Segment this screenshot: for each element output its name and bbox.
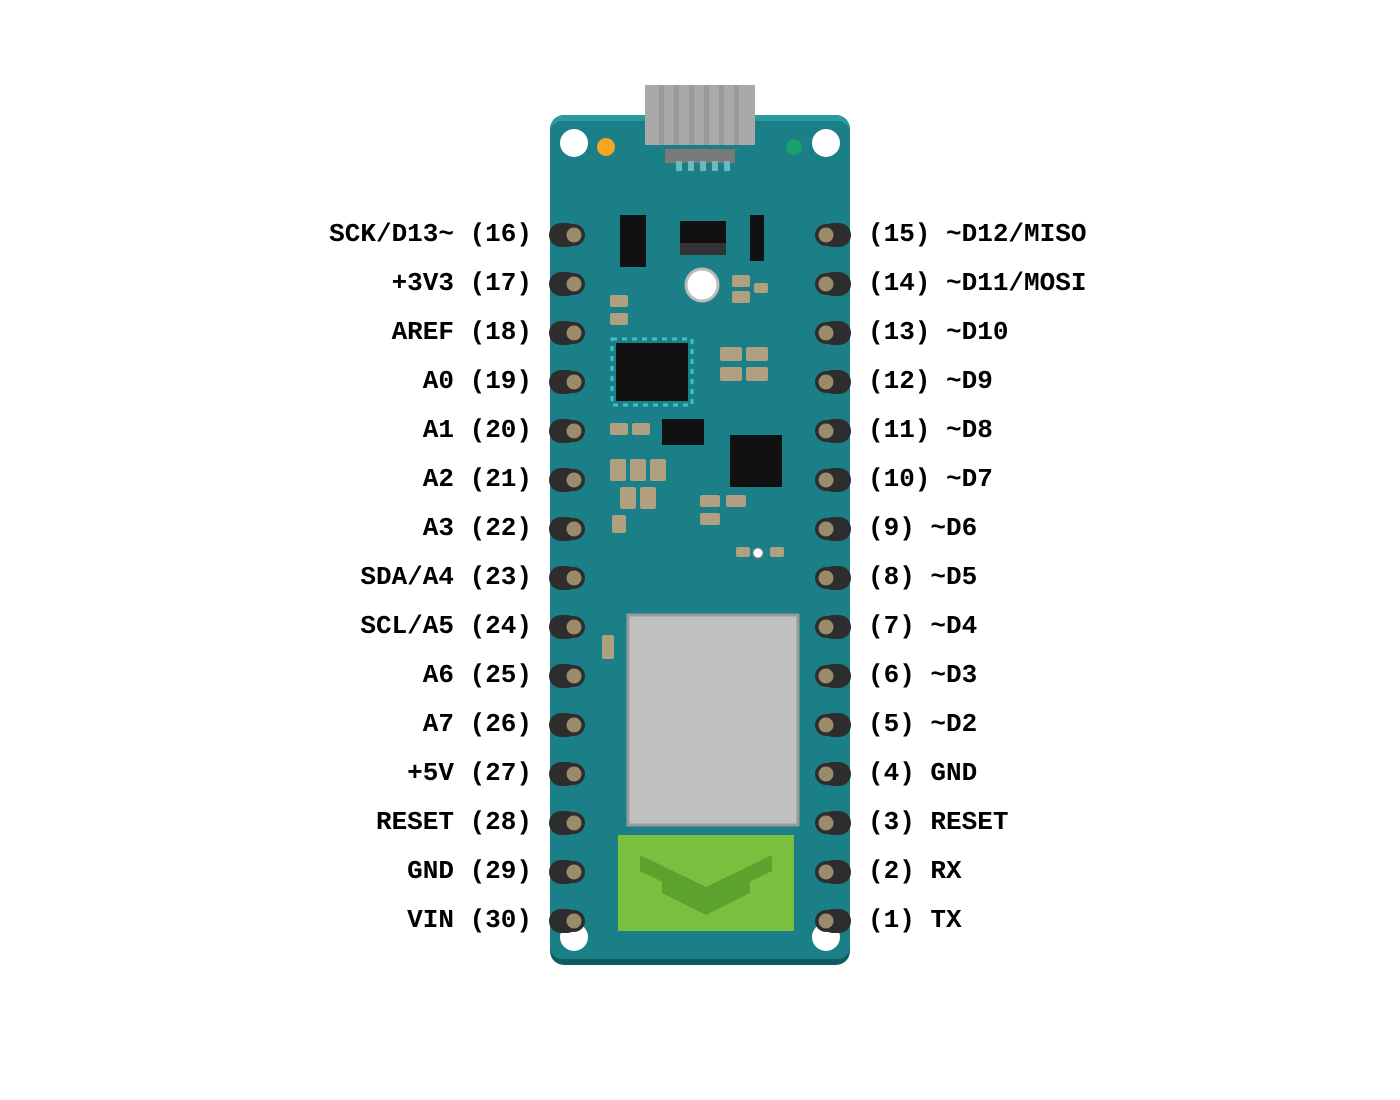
left-pin-label: +3V3 (17) <box>392 268 532 298</box>
right-pin-label: (7) ~D4 <box>868 611 977 641</box>
right-pin-label: (2) RX <box>868 856 962 886</box>
right-pin-label: (15) ~D12/MISO <box>868 219 1086 249</box>
left-pin-label: A7 (26) <box>423 709 532 739</box>
right-pin-label: (3) RESET <box>868 807 1008 837</box>
right-pin-label: (13) ~D10 <box>868 317 1008 347</box>
right-pin-label: (6) ~D3 <box>868 660 977 690</box>
right-pin-label: (10) ~D7 <box>868 464 993 494</box>
left-pin-label: SCL/A5 (24) <box>360 611 532 641</box>
right-pin-label: (11) ~D8 <box>868 415 993 445</box>
right-pin-label: (1) TX <box>868 905 962 935</box>
right-pin-label: (8) ~D5 <box>868 562 977 592</box>
left-pin-label: VIN (30) <box>407 905 532 935</box>
left-pin-label: AREF (18) <box>392 317 532 347</box>
left-pin-label: A2 (21) <box>423 464 532 494</box>
left-pin-label: A6 (25) <box>423 660 532 690</box>
right-pin-label: (9) ~D6 <box>868 513 977 543</box>
right-pin-label: (4) GND <box>868 758 977 788</box>
left-pin-label: GND (29) <box>407 856 532 886</box>
left-pin-label: +5V (27) <box>407 758 532 788</box>
left-pin-label: SDA/A4 (23) <box>360 562 532 592</box>
left-pin-label: RESET (28) <box>376 807 532 837</box>
right-pin-label: (12) ~D9 <box>868 366 993 396</box>
left-pin-label: SCK/D13~ (16) <box>329 219 532 249</box>
left-pin-label: A1 (20) <box>423 415 532 445</box>
left-pin-label: A3 (22) <box>423 513 532 543</box>
right-pin-label: (14) ~D11/MOSI <box>868 268 1086 298</box>
pinout-diagram: SCK/D13~ (16) +3V3 (17) AREF (18) A0 (19) A1… <box>150 85 1250 1015</box>
right-pin-label: (5) ~D2 <box>868 709 977 739</box>
left-pin-label: A0 (19) <box>423 366 532 396</box>
